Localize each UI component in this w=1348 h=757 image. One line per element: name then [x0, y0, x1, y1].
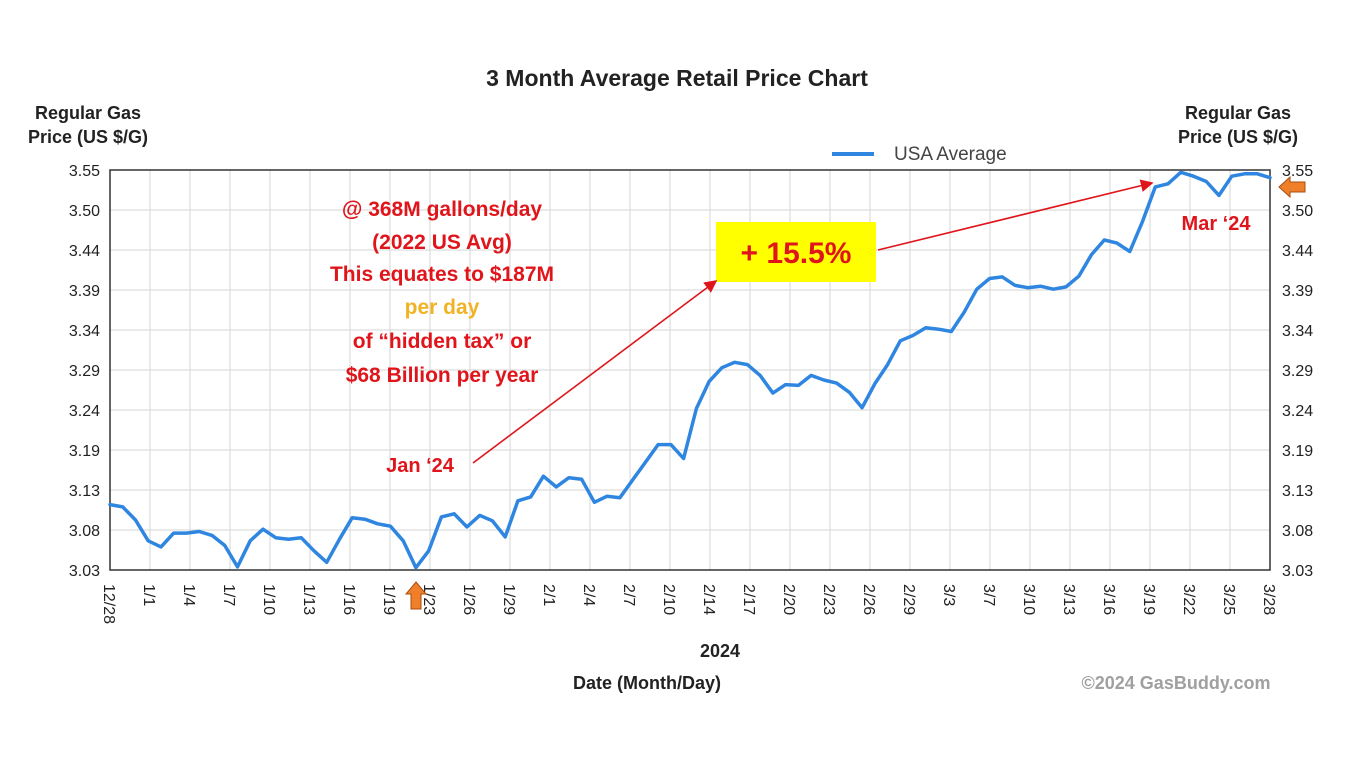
y-tick-label-left: 3.44 — [69, 243, 100, 260]
percent-highlight-box — [716, 222, 876, 282]
x-tick-label: 2/1 — [540, 584, 557, 606]
x-tick-label: 1/26 — [460, 584, 477, 615]
annotation-line-3: This equates to $187M — [330, 263, 554, 286]
x-tick-label: 12/28 — [100, 584, 117, 624]
y-tick-label-right: 3.29 — [1282, 363, 1313, 380]
y-tick-label-left: 3.13 — [69, 483, 100, 500]
y-tick-label-left: 3.24 — [69, 403, 100, 420]
x-tick-label: 3/25 — [1220, 584, 1237, 615]
x-tick-label: 2/20 — [780, 584, 797, 615]
y-tick-label-left: 3.19 — [69, 443, 100, 460]
x-tick-label: 3/28 — [1260, 584, 1277, 615]
x-axis-year-label: 2024 — [700, 641, 740, 661]
series-group — [108, 170, 1272, 570]
y-tick-label-left: 3.34 — [69, 323, 100, 340]
y-axis-label-left-line2: Price (US $/G) — [28, 127, 148, 147]
y-ticks-right: 3.55 3.50 3.44 3.39 3.34 3.29 3.24 3.19 3.13 3.08… — [1282, 163, 1313, 580]
left-arrow-marker — [1278, 175, 1306, 199]
y-tick-label-right: 3.13 — [1282, 483, 1313, 500]
x-tick-label: 2/10 — [660, 584, 677, 615]
x-tick-label: 3/19 — [1140, 584, 1157, 615]
y-tick-label-right: 3.03 — [1282, 563, 1313, 580]
x-tick-label: 3/22 — [1180, 584, 1197, 615]
y-ticks-left: 3.55 3.50 3.44 3.39 3.34 3.29 3.24 3.19 3.13 3.08… — [69, 163, 100, 580]
percent-change-label: + 15.5% — [741, 237, 852, 270]
y-tick-label-right: 3.34 — [1282, 323, 1313, 340]
x-tick-label: 1/1 — [140, 584, 157, 606]
arrow-percent-to-mar — [877, 179, 1154, 251]
x-tick-label: 1/19 — [380, 584, 397, 615]
x-tick-label: 3/13 — [1060, 584, 1077, 615]
chart-title: 3 Month Average Retail Price Chart — [486, 65, 868, 91]
x-tick-label: 2/17 — [740, 584, 757, 615]
x-tick-label: 1/23 — [420, 584, 437, 615]
y-tick-label-left: 3.29 — [69, 363, 100, 380]
y-axis-label-right-line2: Price (US $/G) — [1178, 127, 1298, 147]
x-tick-label: 1/4 — [180, 584, 197, 606]
y-tick-label-left: 3.39 — [69, 283, 100, 300]
annotation-line-2: (2022 US Avg) — [372, 231, 512, 254]
x-tick-label: 1/13 — [300, 584, 317, 615]
x-tick-label: 2/4 — [580, 584, 597, 606]
y-tick-label-right: 3.44 — [1282, 243, 1313, 260]
y-tick-label-left: 3.55 — [69, 163, 100, 180]
annotation-text-block: @ 368M gallons/day (2022 US Avg) This eq… — [330, 198, 554, 387]
y-tick-label-right: 3.55 — [1282, 163, 1313, 180]
x-tick-label: 1/29 — [500, 584, 517, 615]
x-axis-label: Date (Month/Day) — [573, 673, 721, 693]
y-tick-label-right: 3.50 — [1282, 203, 1313, 220]
legend-series-label: USA Average — [894, 144, 1007, 165]
chart-grid — [109, 169, 1271, 571]
y-axis-label-left-line1: Regular Gas — [35, 103, 141, 123]
up-arrow-marker — [404, 581, 428, 610]
x-tick-label: 1/10 — [260, 584, 277, 615]
plot-area-border — [109, 169, 1271, 571]
copyright-text: ©2024 GasBuddy.com — [1082, 673, 1271, 693]
x-tick-label: 3/16 — [1100, 584, 1117, 615]
mar-label: Mar ‘24 — [1182, 213, 1252, 235]
annotation-line-5: of “hidden tax” or — [353, 330, 532, 353]
annotation-line-1: @ 368M gallons/day — [342, 198, 543, 221]
series-line-usa-average — [108, 170, 1272, 570]
y-tick-label-right: 3.24 — [1282, 403, 1313, 420]
x-tick-label: 3/3 — [940, 584, 957, 606]
y-tick-label-right: 3.39 — [1282, 283, 1313, 300]
y-tick-label-right: 3.19 — [1282, 443, 1313, 460]
jan-label: Jan ‘24 — [386, 455, 455, 477]
arrow-jan-to-percent — [472, 280, 718, 464]
x-tick-label: 2/26 — [860, 584, 877, 615]
y-axis-label-right-line1: Regular Gas — [1185, 103, 1291, 123]
x-tick-label: 2/7 — [620, 584, 637, 606]
x-tick-label: 2/14 — [700, 584, 717, 615]
x-tick-label: 2/23 — [820, 584, 837, 615]
y-tick-label-left: 3.08 — [69, 523, 100, 540]
x-tick-label: 3/10 — [1020, 584, 1037, 615]
annotation-line-4: per day — [405, 296, 480, 319]
y-tick-label-left: 3.50 — [69, 203, 100, 220]
x-ticks: 12/28 1/1 1/4 1/7 1/10 1/13 1/16 1/19 1/23 1/26 1/… — [100, 584, 1277, 624]
y-tick-label-left: 3.03 — [69, 563, 100, 580]
x-tick-label: 2/29 — [900, 584, 917, 615]
x-tick-label: 1/16 — [340, 584, 357, 615]
x-tick-label: 3/7 — [980, 584, 997, 606]
y-tick-label-right: 3.08 — [1282, 523, 1313, 540]
x-tick-label: 1/7 — [220, 584, 237, 606]
annotation-line-6: $68 Billion per year — [346, 364, 539, 387]
